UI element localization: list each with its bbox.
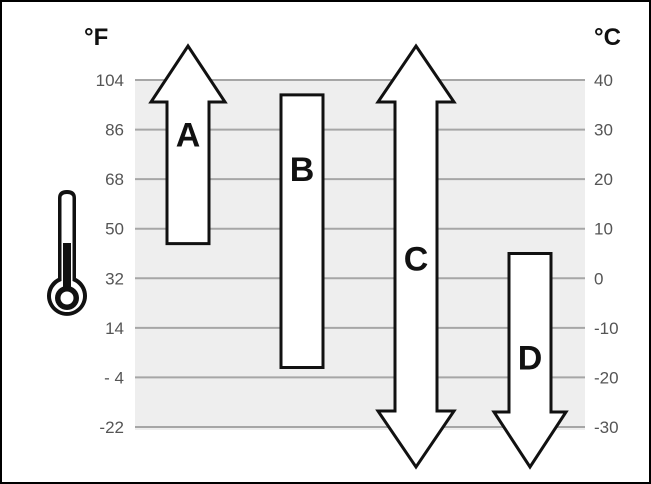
celsius-unit-label: °C bbox=[594, 24, 621, 51]
fahrenheit-tick-label: 86 bbox=[105, 121, 124, 140]
range-markers: A B C D bbox=[148, 43, 569, 470]
celsius-axis: 40 30 20 10 0 -10 -20 -30 bbox=[594, 71, 619, 437]
range-c-label: C bbox=[404, 240, 429, 278]
range-d-label: D bbox=[518, 340, 543, 378]
range-b-label: B bbox=[290, 151, 315, 189]
fahrenheit-tick-label: 50 bbox=[105, 220, 124, 239]
range-a-marker bbox=[148, 43, 228, 246]
fahrenheit-tick-label: 14 bbox=[105, 319, 124, 338]
range-a-label: A bbox=[176, 117, 201, 155]
celsius-tick-label: 40 bbox=[594, 71, 613, 90]
range-d-marker bbox=[491, 252, 569, 470]
fahrenheit-tick-label: - 4 bbox=[104, 368, 124, 387]
celsius-tick-label: -20 bbox=[594, 368, 619, 387]
fahrenheit-tick-label: 32 bbox=[105, 269, 124, 288]
fahrenheit-tick-label: 68 bbox=[105, 170, 124, 189]
celsius-tick-label: 30 bbox=[594, 121, 613, 140]
thermometer-icon bbox=[46, 190, 87, 316]
celsius-tick-label: 0 bbox=[594, 269, 603, 288]
celsius-tick-label: -30 bbox=[594, 418, 619, 437]
celsius-tick-label: 20 bbox=[594, 170, 613, 189]
fahrenheit-tick-label: -22 bbox=[99, 418, 124, 437]
range-b-marker bbox=[279, 93, 325, 370]
celsius-tick-label: 10 bbox=[594, 220, 613, 239]
fahrenheit-axis: 104 86 68 50 32 14 - 4 -22 bbox=[96, 71, 124, 437]
range-c-marker bbox=[375, 43, 457, 470]
celsius-tick-label: -10 bbox=[594, 319, 619, 338]
fahrenheit-unit-label: °F bbox=[84, 24, 108, 51]
fahrenheit-tick-label: 104 bbox=[96, 71, 124, 90]
